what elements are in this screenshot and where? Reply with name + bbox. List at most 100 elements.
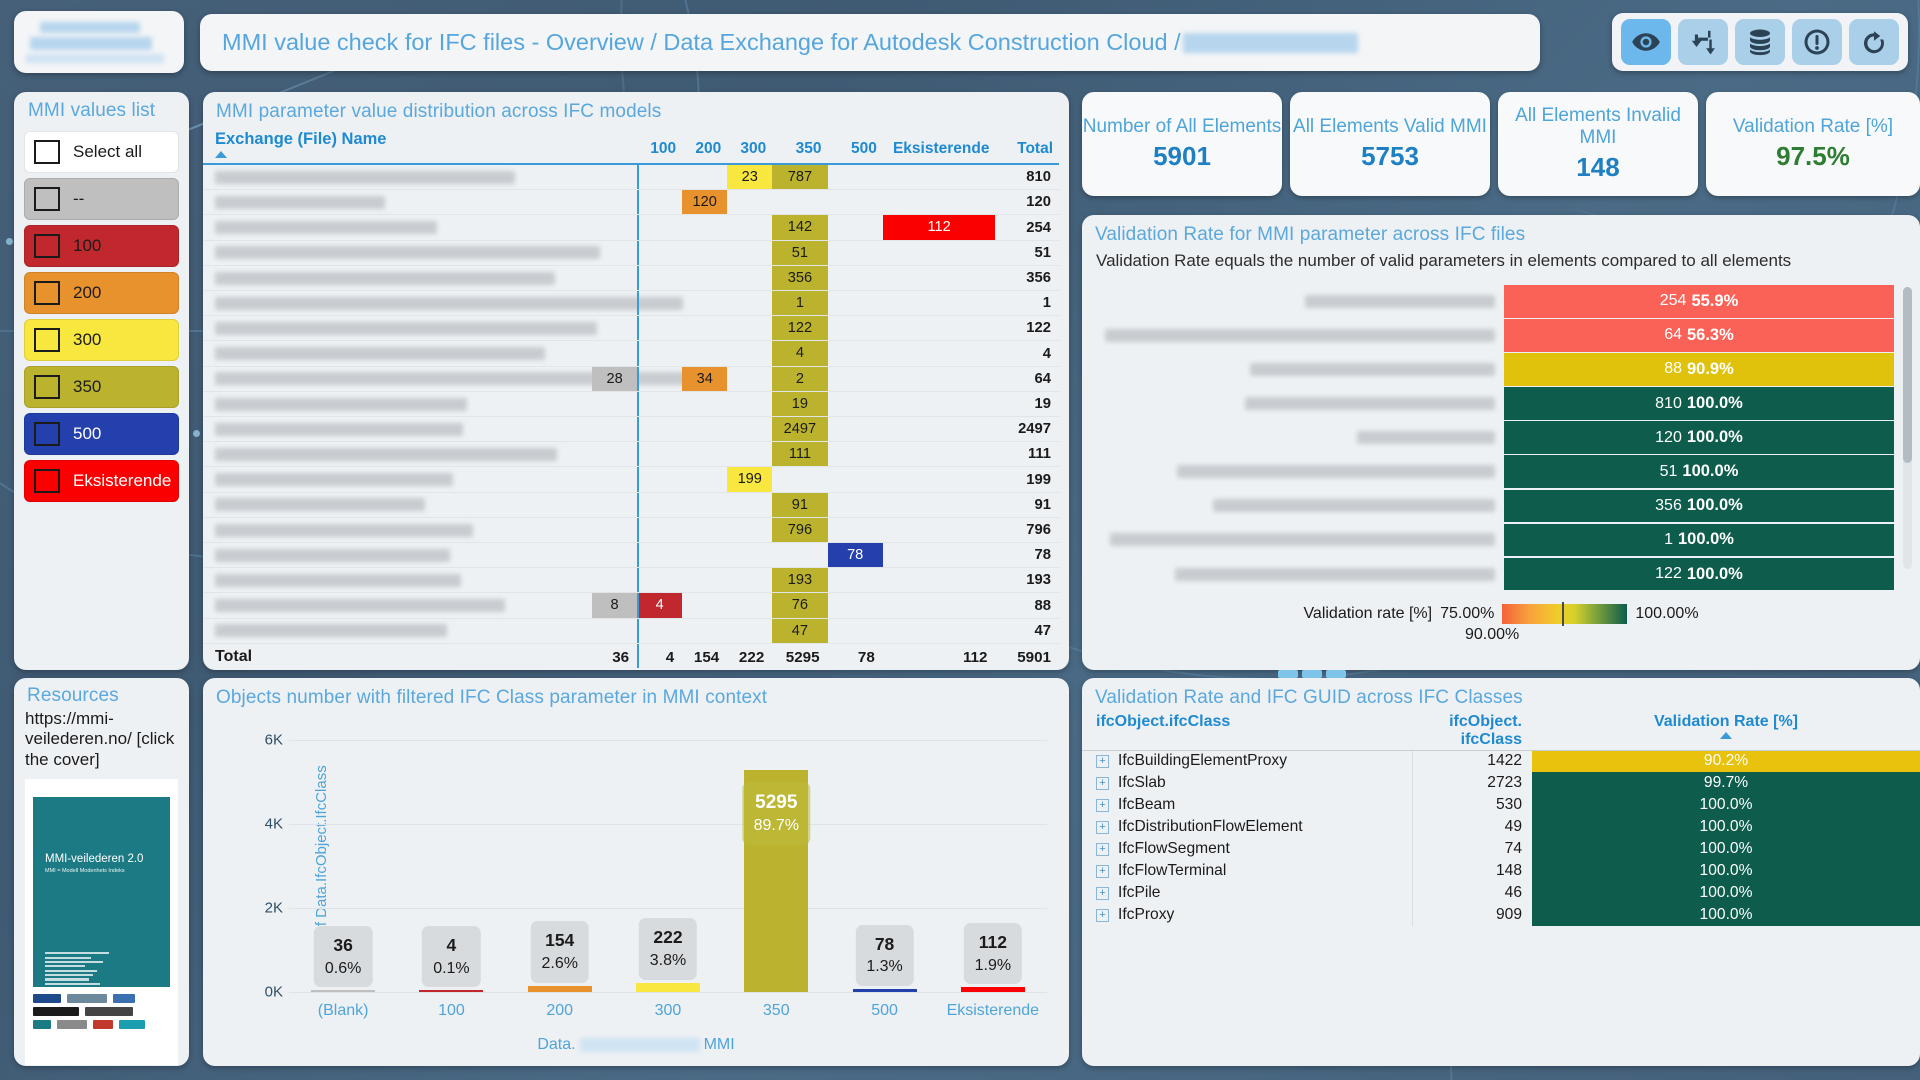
- data-flow-icon[interactable]: [1678, 19, 1728, 65]
- chart-x-tick-label[interactable]: 300: [654, 1002, 682, 1019]
- matrix-row[interactable]: 19 19: [203, 391, 1059, 418]
- validation-rate-row[interactable]: 254 55.9%: [1096, 285, 1894, 318]
- matrix-row[interactable]: 111 111: [203, 441, 1059, 468]
- mmi-guide-cover[interactable]: MMI-veilederen 2.0 MMI = Modell Modenhet…: [33, 797, 170, 990]
- matrix-row[interactable]: 51 51: [203, 240, 1059, 266]
- matrix-col-name[interactable]: Exchange (File) Name: [203, 127, 592, 164]
- checkbox-icon[interactable]: [34, 422, 60, 446]
- validation-rate-row[interactable]: 1 100.0%: [1096, 523, 1894, 557]
- slicer-item-eksisterende[interactable]: Eksisterende: [24, 460, 179, 502]
- kpi-card-all-elements-invalid-mmi[interactable]: All Elements Invalid MMI 148: [1498, 92, 1698, 196]
- tab-mark-1[interactable]: [1278, 670, 1298, 678]
- matrix-row[interactable]: 47 47: [203, 618, 1059, 644]
- checkbox-icon[interactable]: [34, 281, 60, 305]
- kpi-card-validation-rate[interactable]: Validation Rate [%] 97.5%: [1706, 92, 1920, 196]
- matrix-col-total[interactable]: Total: [1017, 140, 1053, 157]
- tab-mark-3[interactable]: [1326, 670, 1346, 678]
- matrix-row[interactable]: 28 34 2 64: [203, 366, 1059, 392]
- chart-bar[interactable]: 154 2.6%: [527, 921, 592, 992]
- matrix-col-blank[interactable]: [592, 127, 637, 164]
- chart-bar-column[interactable]: 5295 89.7% 350: [722, 740, 830, 1019]
- chart-bar[interactable]: 4 0.1%: [419, 925, 484, 992]
- chart-x-tick-label[interactable]: 350: [762, 1002, 790, 1019]
- ifc-table-row[interactable]: + IfcPile 46 100.0%: [1082, 882, 1920, 904]
- ifc-table-row[interactable]: + IfcSlab 2723 99.7%: [1082, 772, 1920, 794]
- validation-rate-row[interactable]: 120 100.0%: [1096, 421, 1894, 454]
- matrix-row[interactable]: 199 199: [203, 466, 1059, 493]
- matrix-row[interactable]: 122 122: [203, 315, 1059, 342]
- matrix-row[interactable]: 91 91: [203, 492, 1059, 518]
- matrix-col-300[interactable]: 300: [740, 140, 767, 157]
- ifc-table-row[interactable]: + IfcFlowTerminal 148 100.0%: [1082, 860, 1920, 882]
- slicer-item-[interactable]: --: [24, 178, 179, 220]
- matrix-col-100[interactable]: 100: [650, 140, 677, 157]
- database-icon[interactable]: [1735, 19, 1785, 65]
- kpi-card-all-elements-valid-mmi[interactable]: All Elements Valid MMI 5753: [1290, 92, 1490, 196]
- expand-icon[interactable]: +: [1096, 755, 1109, 769]
- chart-x-tick-label[interactable]: 200: [546, 1002, 574, 1019]
- matrix-row[interactable]: 193 193: [203, 567, 1059, 594]
- chart-x-tick-label[interactable]: Eksisterende: [946, 1002, 1040, 1019]
- expand-icon[interactable]: +: [1096, 777, 1109, 790]
- matrix-row[interactable]: 120 120: [203, 189, 1059, 216]
- matrix-col-500[interactable]: 500: [850, 140, 877, 157]
- slicer-item-100[interactable]: 100: [24, 225, 179, 267]
- resources-cover-card[interactable]: MMI-veilederen 2.0 MMI = Modell Modenhet…: [25, 779, 178, 1066]
- refresh-icon[interactable]: [1849, 19, 1899, 65]
- chart-bar-column[interactable]: 222 3.8% 300: [614, 740, 722, 1019]
- ifc-col-count[interactable]: ifcObject. ifcClass: [1412, 711, 1532, 749]
- matrix-row[interactable]: 796 796: [203, 517, 1059, 544]
- expand-icon[interactable]: +: [1096, 799, 1109, 812]
- expand-icon[interactable]: +: [1096, 909, 1109, 922]
- validation-rate-row[interactable]: 810 100.0%: [1096, 387, 1894, 420]
- matrix-row[interactable]: 356 356: [203, 265, 1059, 292]
- matrix-row[interactable]: 23 787 810: [203, 164, 1059, 191]
- resources-url[interactable]: https://mmi-veilederen.no/ [click the co…: [25, 709, 175, 769]
- slicer-item-select-all[interactable]: Select all: [24, 131, 179, 173]
- alert-icon[interactable]: [1792, 19, 1842, 65]
- matrix-col-350[interactable]: 350: [795, 140, 822, 157]
- expand-icon[interactable]: +: [1096, 843, 1109, 856]
- slicer-item-500[interactable]: 500: [24, 413, 179, 455]
- ifc-table-row[interactable]: + IfcBuildingElementProxy 1422 90.2%: [1082, 750, 1920, 772]
- ifc-table-row[interactable]: + IfcProxy 909 100.0%: [1082, 904, 1920, 926]
- chart-bar[interactable]: 112 1.9%: [960, 923, 1025, 992]
- app-logo[interactable]: [14, 11, 184, 73]
- validation-rate-row[interactable]: 64 56.3%: [1096, 319, 1894, 352]
- checkbox-icon[interactable]: [34, 234, 60, 258]
- ifc-table-row[interactable]: + IfcDistributionFlowElement 49 100.0%: [1082, 816, 1920, 838]
- matrix-row[interactable]: 78 78: [203, 542, 1059, 569]
- chart-x-tick-label[interactable]: (Blank): [317, 1002, 369, 1019]
- matrix-col-eksisterende[interactable]: Eksisterende: [892, 140, 990, 157]
- checkbox-icon[interactable]: [34, 187, 60, 211]
- validation-rate-row[interactable]: 88 90.9%: [1096, 353, 1894, 386]
- ifc-table-row[interactable]: + IfcFlowSegment 74 100.0%: [1082, 838, 1920, 860]
- tab-mark-2[interactable]: [1302, 670, 1322, 678]
- checkbox-icon[interactable]: [34, 375, 60, 399]
- validation-rate-row[interactable]: 51 100.0%: [1096, 455, 1894, 488]
- expand-icon[interactable]: +: [1096, 887, 1109, 900]
- matrix-row[interactable]: 142 112 254: [203, 214, 1059, 241]
- slicer-item-200[interactable]: 200: [24, 272, 179, 314]
- chart-bar[interactable]: 5295 89.7%: [742, 769, 810, 992]
- chart-bar-column[interactable]: 78 1.3% 500: [830, 740, 938, 1019]
- chart-bar-column[interactable]: 4 0.1% 100: [397, 740, 505, 1019]
- matrix-row[interactable]: 8 4 76 88: [203, 592, 1059, 619]
- chart-bar[interactable]: 36 0.6%: [311, 925, 376, 992]
- slicer-item-350[interactable]: 350: [24, 366, 179, 408]
- matrix-col-200[interactable]: 200: [695, 140, 722, 157]
- kpi-card-number-of-all-elements[interactable]: Number of All Elements 5901: [1082, 92, 1282, 196]
- chart-bar-column[interactable]: 36 0.6% (Blank): [289, 740, 397, 1019]
- validation-rate-row[interactable]: 122 100.0%: [1096, 557, 1894, 591]
- chart-bar-column[interactable]: 154 2.6% 200: [506, 740, 614, 1019]
- checkbox-icon[interactable]: [34, 469, 60, 493]
- chart-x-tick-label[interactable]: 500: [871, 1002, 898, 1019]
- chart-x-tick-label[interactable]: 100: [438, 1002, 465, 1019]
- expand-icon[interactable]: +: [1096, 821, 1109, 834]
- chart-bar-column[interactable]: 112 1.9% Eksisterende: [939, 740, 1047, 1019]
- chart-bar[interactable]: 222 3.8%: [635, 918, 700, 992]
- checkbox-icon[interactable]: [34, 140, 60, 164]
- ifc-col-rate[interactable]: Validation Rate [%]: [1532, 711, 1920, 749]
